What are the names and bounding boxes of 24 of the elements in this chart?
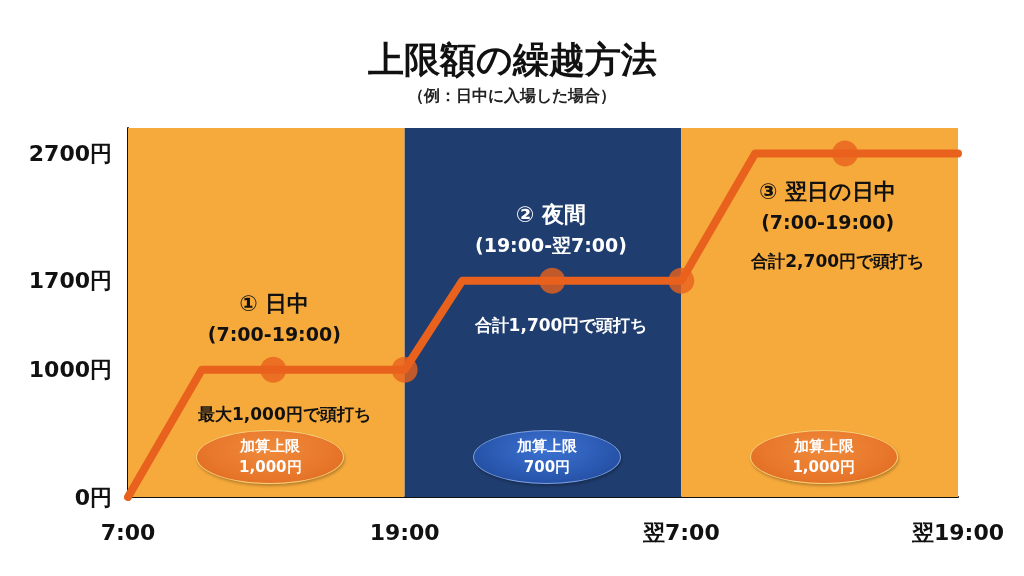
x-tick-label: 7:00 xyxy=(100,519,156,545)
x-tick-label: 翌7:00 xyxy=(641,519,720,545)
y-tick-label: 1000円 xyxy=(28,357,112,383)
annotation: 合計1,700円で頭打ち xyxy=(473,314,648,335)
point xyxy=(391,356,418,383)
annotation: 加算上限 1,000円 xyxy=(792,436,855,478)
point xyxy=(832,140,859,167)
annotation: 加算上限 1,000円 xyxy=(239,436,302,478)
y-tick-label: 1700円 xyxy=(28,268,112,294)
annotation: ③ 翌日の日中 (7:00-19:00) xyxy=(759,178,897,233)
annotation: ② 夜間 (19:00-翌7:00) xyxy=(475,201,627,257)
annotation: 加算上限 700円 xyxy=(517,436,577,478)
annotation: 最大1,000円で頭打ち xyxy=(196,403,371,424)
point xyxy=(668,267,695,294)
x-tick-label: 19:00 xyxy=(369,519,440,545)
chart-title: 上限額の繰越方法 xyxy=(367,38,657,80)
y-tick-label: 2700円 xyxy=(28,140,112,166)
point xyxy=(260,356,287,383)
point xyxy=(539,267,566,294)
annotation: ① 日中 (7:00-19:00) xyxy=(207,291,341,346)
annotation: 合計2,700円で頭打ち xyxy=(750,251,925,272)
y-tick-label: 0円 xyxy=(74,484,112,510)
x-tick-label: 翌19:00 xyxy=(910,519,1005,545)
chart-subtitle: （例：日中に入場した場合） xyxy=(408,85,616,105)
